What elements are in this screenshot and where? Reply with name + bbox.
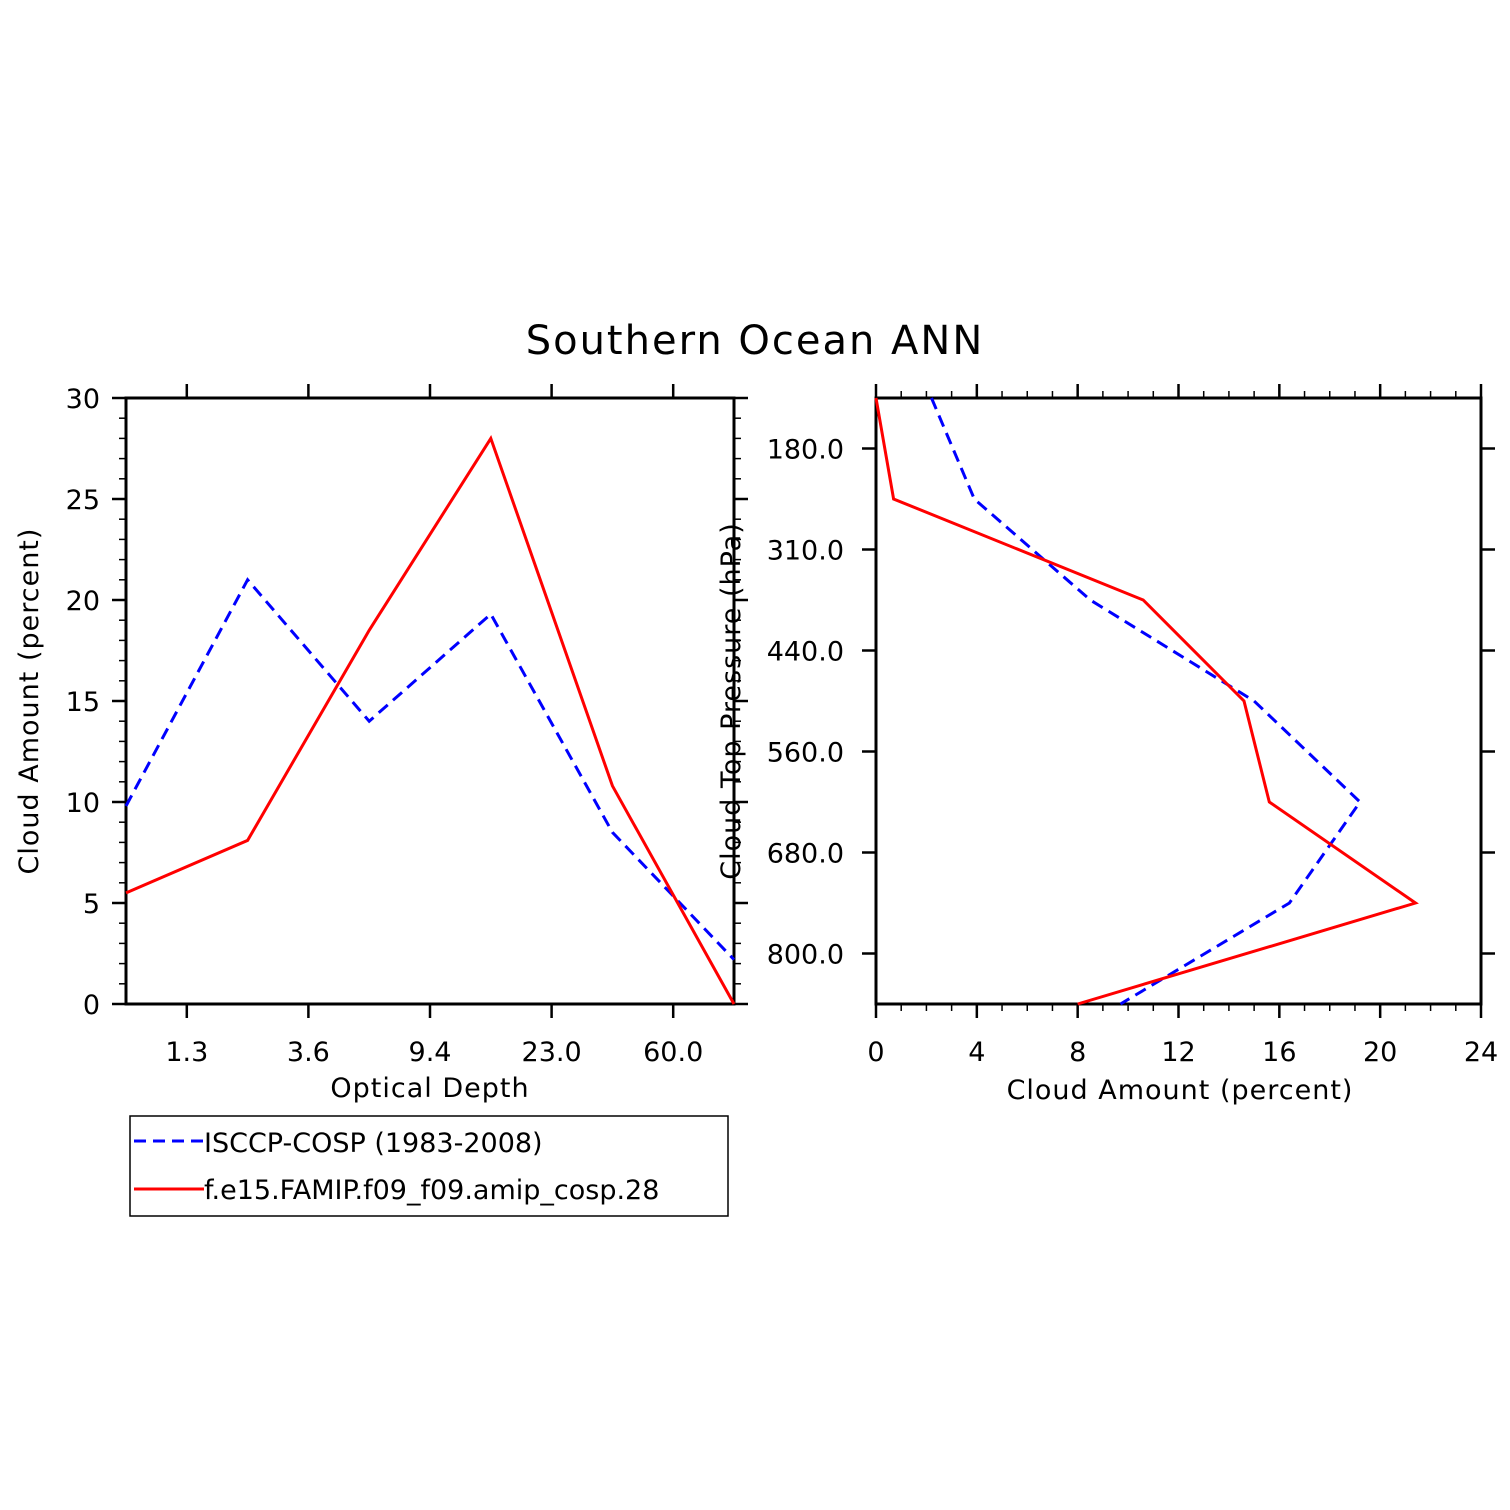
- right-y-tick-label: 310.0: [767, 536, 844, 567]
- right-series-model-line: [874, 397, 1419, 1006]
- left-x-tick-label: 1.3: [165, 1037, 208, 1068]
- right-y-tick-label: 800.0: [767, 940, 844, 971]
- left-axis-ticks: 0 5 10 15 20 25 30 1.3 3.6 9.4 23.0 60.0: [66, 384, 748, 1068]
- left-x-tick-label: 3.6: [287, 1037, 330, 1068]
- right-axis-ticks: 0 4 8 12 16 20 24 180.0 310.0 440.0 560.0 680.0 800.…: [767, 384, 1498, 1068]
- chart-title: Southern Ocean ANN: [526, 318, 985, 364]
- right-x-axis-label: Cloud Amount (percent): [1007, 1075, 1354, 1106]
- left-x-tick-label: 23.0: [522, 1037, 582, 1068]
- left-y-tick-label: 5: [83, 889, 100, 920]
- legend-label-obs: ISCCP-COSP (1983-2008): [204, 1128, 543, 1159]
- left-series-group: [124, 434, 736, 1005]
- left-y-tick-label: 10: [66, 788, 100, 819]
- right-y-tick-label: 440.0: [767, 637, 844, 668]
- legend-box: [129, 1115, 729, 1217]
- left-x-tick-label: 9.4: [409, 1037, 452, 1068]
- right-x-tick-label: 20: [1363, 1037, 1397, 1068]
- left-y-axis-label: Cloud Amount (percent): [14, 528, 45, 875]
- right-x-tick-label: 12: [1161, 1037, 1195, 1068]
- right-y-axis-label: Cloud Top Pressure (hPa): [716, 522, 747, 880]
- left-y-tick-label: 15: [66, 687, 100, 718]
- optical-depth-panel: 0 5 10 15 20 25 30 1.3 3.6 9.4 23.0 60.0 Optical De…: [14, 384, 748, 1104]
- right-x-tick-label: 16: [1262, 1037, 1296, 1068]
- left-y-tick-label: 25: [66, 485, 100, 516]
- left-series-model-line: [125, 434, 736, 1005]
- right-y-tick-label: 560.0: [767, 738, 844, 769]
- right-y-tick-label: 180.0: [767, 435, 844, 466]
- right-x-tick-label: 4: [968, 1037, 985, 1068]
- left-y-tick-label: 20: [66, 586, 100, 617]
- left-x-axis-label: Optical Depth: [330, 1073, 529, 1104]
- left-plot-frame: [124, 396, 736, 1006]
- left-y-tick-label: 0: [83, 990, 100, 1021]
- right-plot-frame: [874, 396, 1483, 1006]
- legend-label-model: f.e15.FAMIP.f09_f09.amip_cosp.28: [204, 1175, 659, 1206]
- left-x-tick-label: 60.0: [643, 1037, 703, 1068]
- left-series-obs-line: [124, 577, 736, 961]
- right-y-tick-label: 680.0: [767, 839, 844, 870]
- right-x-tick-label: 24: [1464, 1037, 1498, 1068]
- right-x-tick-label: 0: [867, 1037, 884, 1068]
- cloud-top-pressure-panel: 0 4 8 12 16 20 24 180.0 310.0 440.0 560.0 680.0 800.…: [716, 384, 1498, 1106]
- right-x-tick-label: 8: [1069, 1037, 1086, 1068]
- left-y-tick-label: 30: [66, 384, 100, 415]
- legend: ISCCP-COSP (1983-2008) f.e15.FAMIP.f09_f…: [129, 1115, 729, 1217]
- right-series-obs-line: [930, 397, 1362, 1006]
- right-series-group: [874, 397, 1419, 1006]
